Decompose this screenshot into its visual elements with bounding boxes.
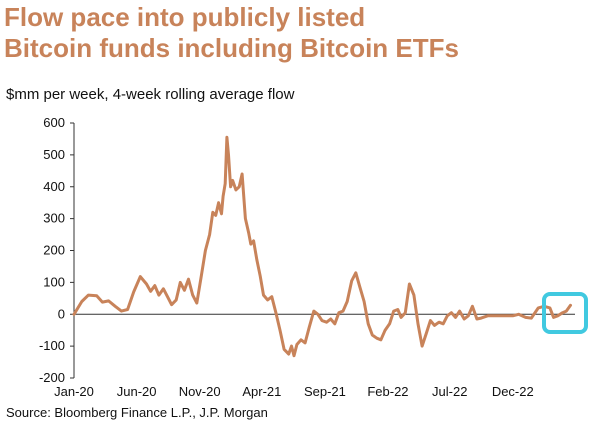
y-tick-label: 200 — [43, 243, 65, 258]
y-tick-label: 0 — [58, 306, 65, 321]
x-tick-label: Apr-21 — [242, 384, 281, 399]
y-tick-label: 500 — [43, 147, 65, 162]
chart-subtitle: $mm per week, 4-week rolling average flo… — [6, 86, 295, 103]
x-tick-label: Jun-20 — [117, 384, 157, 399]
y-tick-label: -200 — [39, 370, 65, 385]
y-tick-label: 600 — [43, 115, 65, 130]
y-tick-label: 100 — [43, 274, 65, 289]
x-tick-label: Nov-20 — [179, 384, 221, 399]
y-tick-label: 300 — [43, 211, 65, 226]
chart-title: Flow pace into publicly listed Bitcoin f… — [4, 2, 589, 64]
flow-series-line — [72, 135, 572, 358]
x-tick-label: Jul-22 — [432, 384, 467, 399]
chart-title-line-1: Flow pace into publicly listed — [4, 2, 366, 32]
x-tick-label: Feb-22 — [367, 384, 408, 399]
x-tick-label: Dec-22 — [492, 384, 534, 399]
chart-source: Source: Bloomberg Finance L.P., J.P. Mor… — [6, 405, 268, 420]
chart-title-line-2: Bitcoin funds including Bitcoin ETFs — [4, 33, 459, 63]
x-tick-label: Jan-20 — [54, 384, 94, 399]
y-tick-label: -100 — [39, 338, 65, 353]
x-tick-label: Sep-21 — [304, 384, 346, 399]
y-tick-label: 400 — [43, 179, 65, 194]
highlight-box — [542, 292, 588, 334]
